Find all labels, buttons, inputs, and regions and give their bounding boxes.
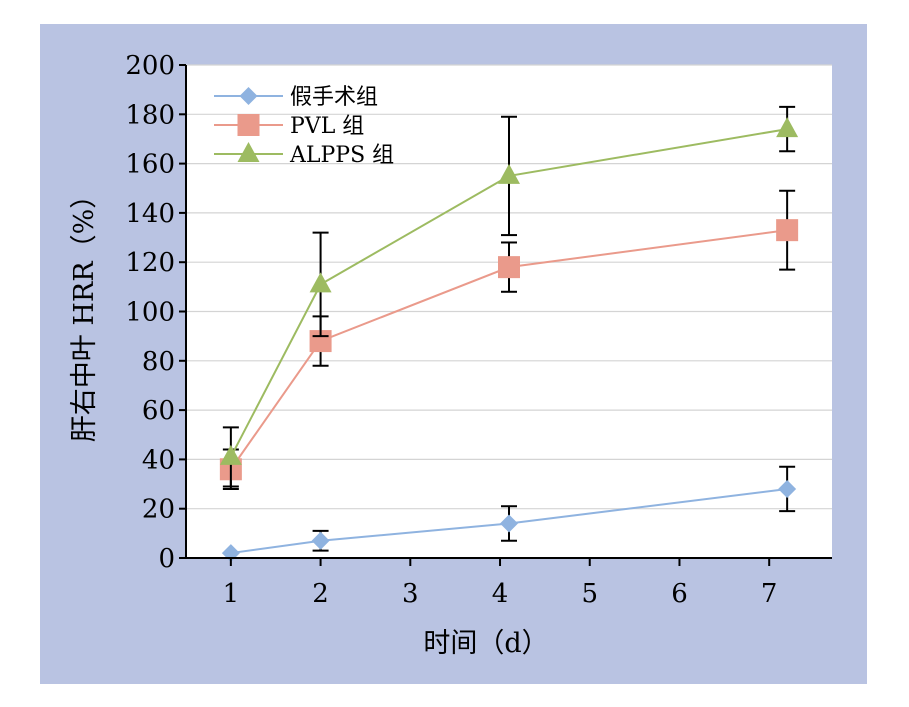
y-tick-label: 100 — [125, 298, 175, 328]
data-point — [309, 272, 332, 293]
legend-item: PVL 组 — [214, 114, 364, 139]
x-tick-label: 2 — [312, 579, 329, 609]
data-point — [500, 514, 518, 533]
data-point — [778, 479, 797, 498]
y-tick-label: 0 — [158, 544, 175, 574]
ticks: 0 20 40 60 80 100 120 140 160 180 200 1 2 3 4 5 6 7 — [125, 51, 777, 609]
x-tick-label: 6 — [671, 579, 688, 609]
x-tick-label: 1 — [223, 579, 240, 609]
legend: 假手术组 PVL 组 ALPPS 组 — [214, 85, 394, 168]
y-tick-label: 140 — [125, 199, 175, 229]
data-point — [311, 531, 330, 550]
series-layer — [219, 105, 799, 563]
data-point — [776, 117, 799, 138]
data-point — [498, 163, 520, 184]
y-tick-label: 60 — [142, 396, 175, 426]
series-triangle — [219, 105, 799, 488]
legend-marker — [239, 87, 258, 105]
y-tick-label: 160 — [125, 150, 175, 180]
legend-item: ALPPS 组 — [214, 142, 394, 168]
legend-label: PVL 组 — [290, 114, 364, 139]
y-tick-label: 40 — [142, 445, 175, 475]
x-axis-title: 时间（d） — [423, 628, 548, 659]
y-tick-label: 200 — [125, 51, 175, 81]
y-tick-label: 120 — [125, 248, 175, 278]
x-tick-label: 4 — [492, 579, 509, 609]
series-diamond — [221, 465, 797, 563]
data-point — [498, 256, 520, 279]
y-tick-label: 20 — [142, 495, 175, 525]
series-line — [230, 229, 788, 470]
legend-item: 假手术组 — [214, 85, 378, 110]
x-tick-label: 5 — [581, 579, 598, 609]
x-tick-label: 3 — [402, 579, 419, 609]
y-tick-label: 80 — [142, 347, 175, 377]
y-tick-label: 180 — [125, 100, 175, 130]
series-line — [230, 487, 788, 555]
x-tick-label: 7 — [761, 579, 778, 609]
legend-marker — [237, 142, 260, 162]
data-point — [219, 444, 242, 465]
series-line — [229, 128, 788, 458]
data-point — [776, 219, 799, 242]
legend-label: ALPPS 组 — [289, 143, 394, 168]
y-axis-title: 肝右中叶 HRR（%） — [69, 182, 100, 442]
legend-label: 假手术组 — [290, 85, 378, 110]
legend-marker — [237, 114, 260, 136]
